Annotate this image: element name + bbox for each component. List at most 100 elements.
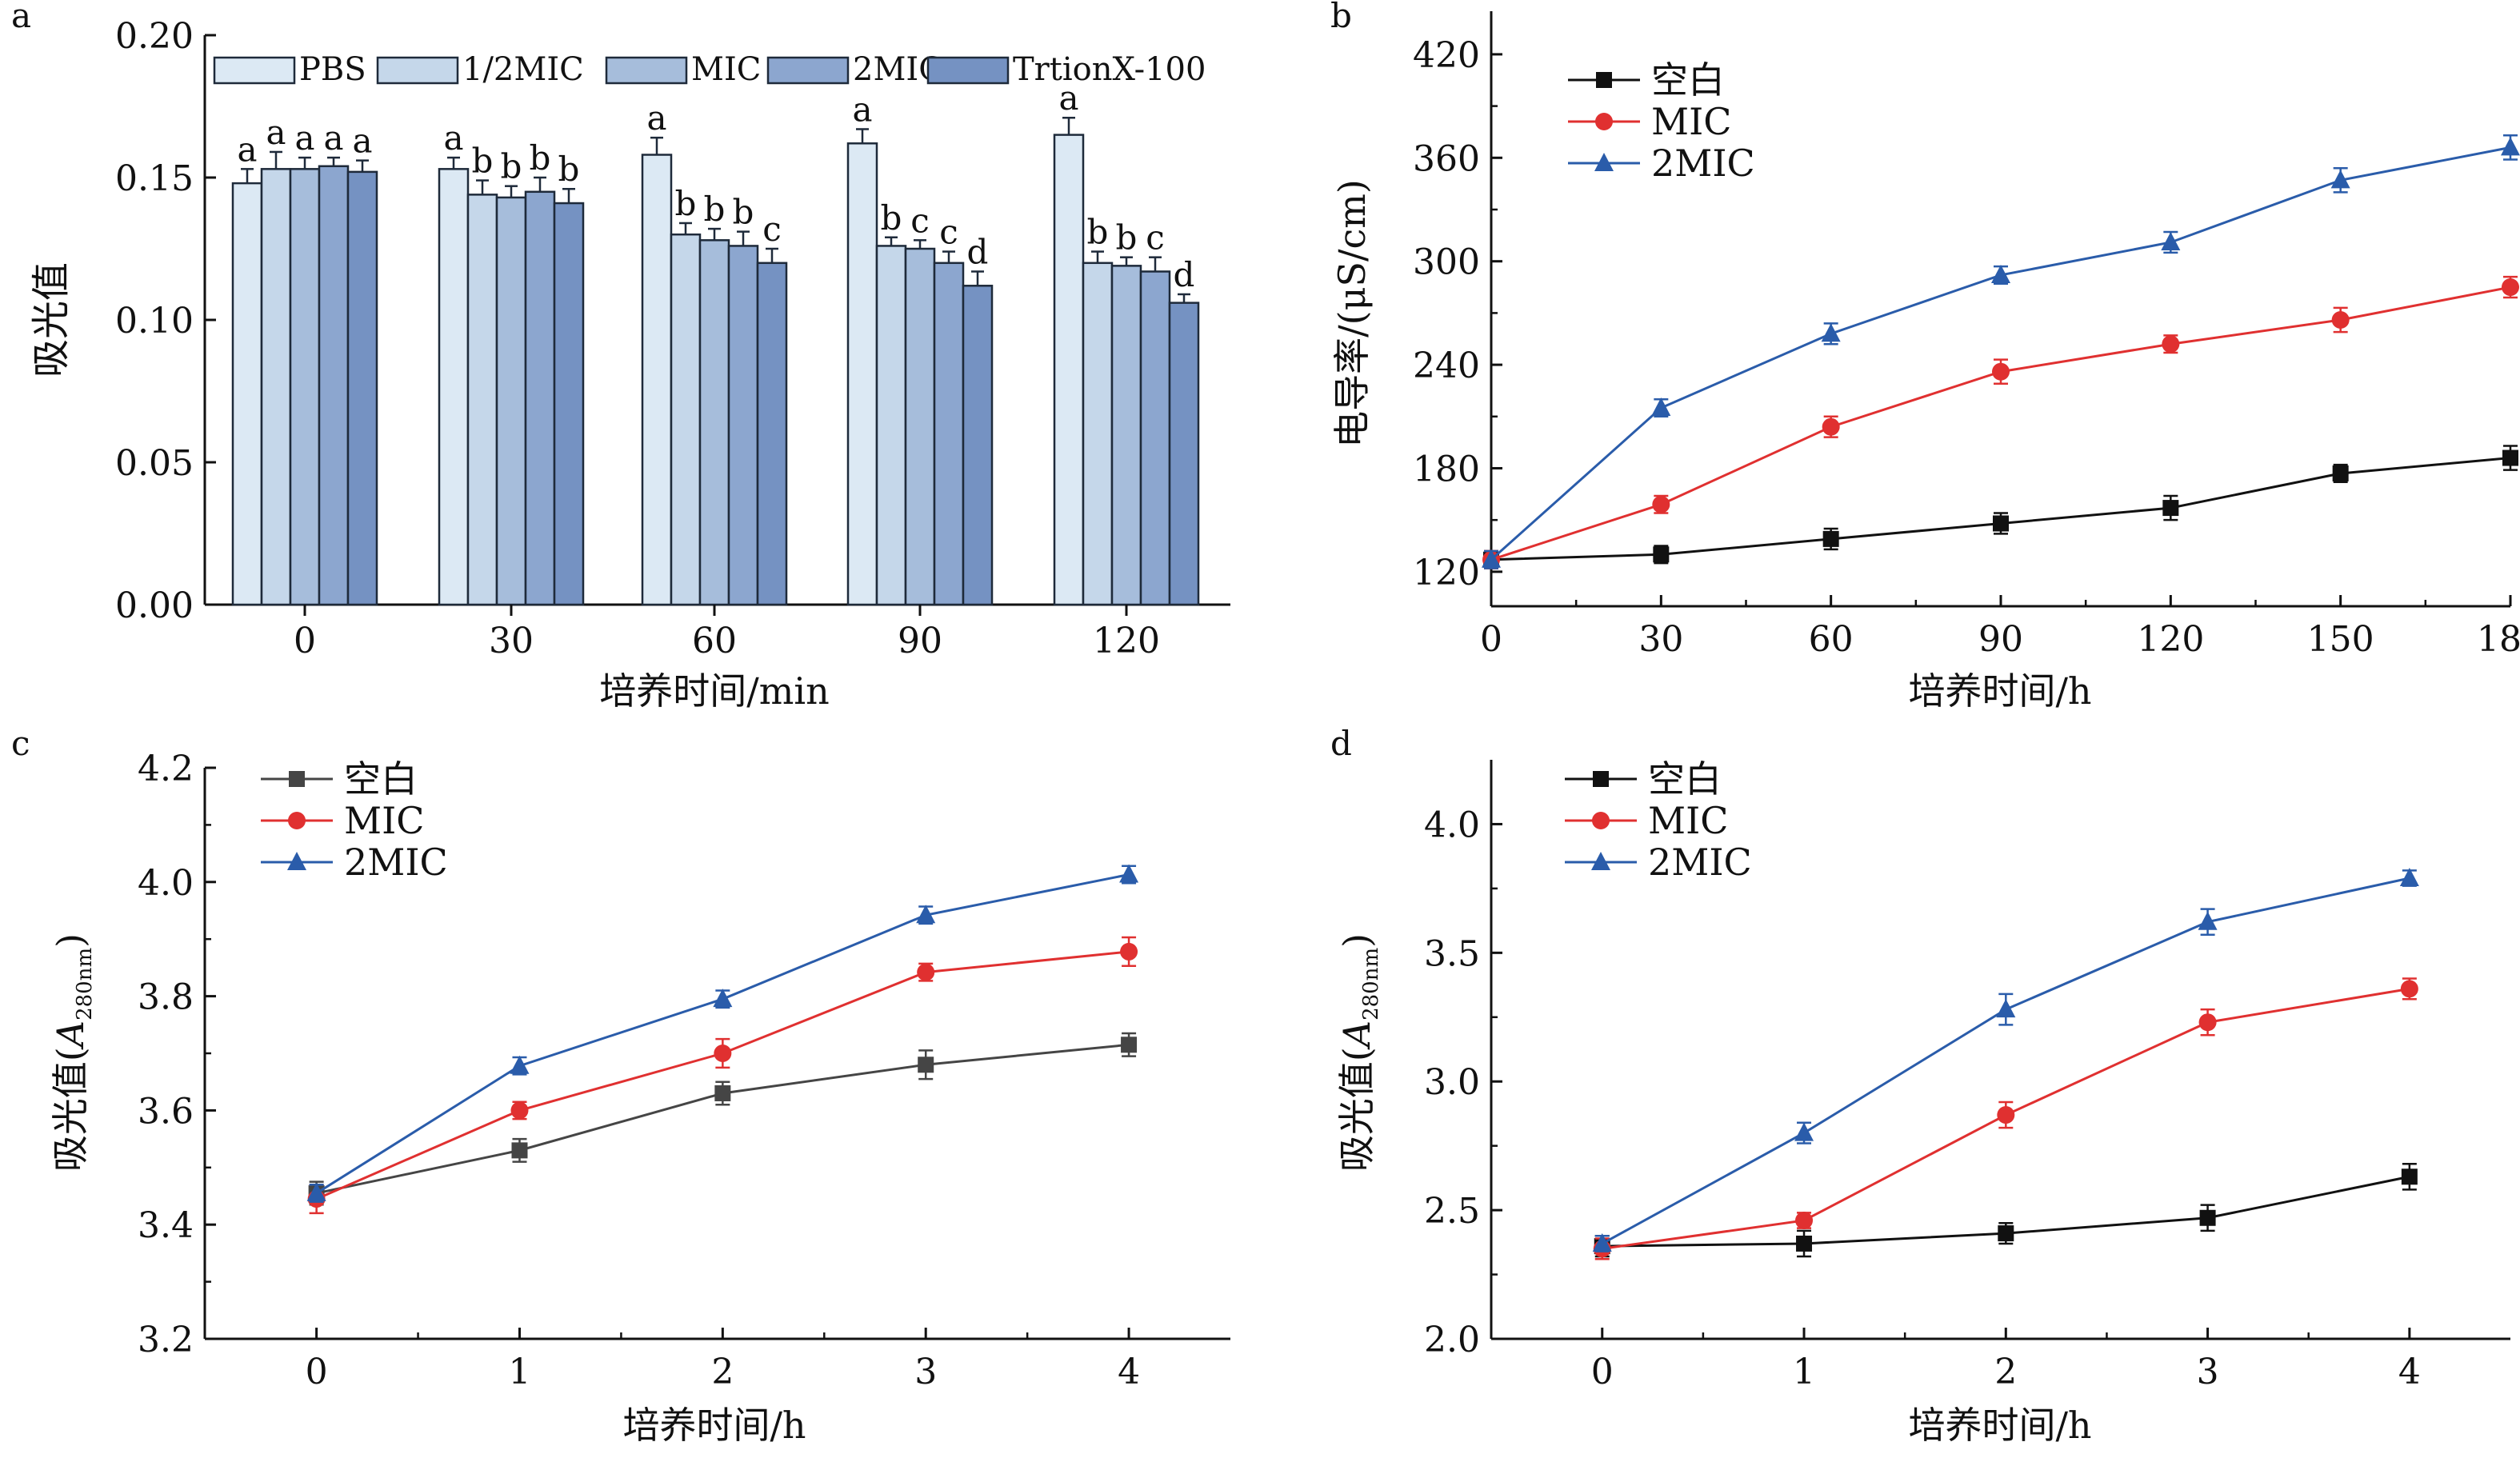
legend-label: 2MIC — [1648, 841, 1752, 884]
x-tick-label: 120 — [1093, 621, 1160, 661]
x-tick-label: 3 — [2197, 1352, 2219, 1392]
significance-letter: a — [1058, 78, 1078, 118]
legend-marker — [1591, 852, 1610, 870]
data-point — [2199, 1209, 2216, 1226]
panel-c-series — [306, 864, 1139, 1215]
y-tick-label: 4.0 — [138, 863, 194, 904]
panel-a-x-ticks: 0 30 60 90 120 — [294, 605, 1160, 661]
data-point — [1592, 1232, 1612, 1252]
legend-marker — [1593, 771, 1609, 787]
bar — [231, 182, 263, 606]
panel-d-label: d — [1330, 724, 1352, 763]
legend-label: MIC — [1648, 799, 1728, 842]
y-tick-label: 3.2 — [138, 1320, 194, 1360]
bar — [438, 168, 470, 606]
significance-letter: b — [1116, 218, 1138, 258]
significance-letter: a — [646, 98, 666, 138]
series-triangle — [1592, 868, 2419, 1252]
x-tick-label: 0 — [306, 1352, 328, 1392]
bar — [641, 154, 673, 606]
bar — [1082, 262, 1114, 606]
panel-b-y-axis-label: 电导率/(μS/cm) — [1330, 179, 1374, 448]
panel-c-x-axis-label: 培养时间/h — [622, 1404, 806, 1447]
data-point — [2330, 170, 2350, 189]
data-point — [2400, 980, 2418, 998]
bar — [553, 202, 585, 606]
panel-c-y-label-close: ) — [49, 933, 92, 948]
legend-marker — [289, 771, 305, 787]
data-point — [1796, 1235, 1813, 1252]
y-tick-label: 0.20 — [115, 16, 194, 57]
legend-label: MIC — [344, 799, 424, 842]
series-square — [308, 1032, 1138, 1206]
x-tick-label: 60 — [692, 621, 737, 661]
panel-b-x-ticks: 0 30 60 90 120 150 180 — [1480, 595, 2520, 660]
y-tick-label: 0.05 — [115, 443, 194, 484]
y-tick-label: 0.10 — [115, 301, 194, 342]
bar — [1168, 302, 1200, 606]
legend-label: MIC — [691, 51, 761, 88]
panel-c-x-ticks: 0 1 2 3 4 — [306, 1328, 1140, 1392]
panel-d-y-label-sub: 280nm — [1359, 948, 1383, 1021]
significance-letter: b — [675, 184, 697, 223]
data-point — [510, 1101, 529, 1120]
data-point — [1794, 1122, 1814, 1141]
bar — [346, 170, 378, 606]
data-point — [918, 1057, 934, 1073]
panel-b-y-ticks: 120 180 240 300 360 420 — [1413, 35, 1502, 593]
panel-d-y-label-close: ) — [1335, 933, 1378, 948]
panel-c-y-axis-label: 吸光值(A280nm) — [49, 933, 97, 1172]
significance-letter: b — [472, 142, 494, 181]
y-tick-label: 420 — [1413, 35, 1480, 76]
legend-label: TrtionX-100 — [1013, 51, 1206, 88]
data-point — [714, 1045, 732, 1062]
significance-letter: d — [1174, 255, 1195, 294]
data-point — [1795, 1211, 1814, 1229]
x-tick-label: 30 — [489, 621, 534, 661]
series-square — [1594, 1162, 2418, 1258]
y-tick-label: 2.5 — [1424, 1191, 1480, 1232]
bar — [698, 239, 730, 606]
data-point — [916, 905, 936, 924]
panel-d-y-label-var: A — [1335, 1021, 1378, 1050]
y-tick-label: 180 — [1413, 449, 1480, 489]
data-point — [1822, 530, 1839, 547]
panel-a-y-axis-label: 吸光值 — [29, 262, 74, 377]
panel-d-series — [1592, 868, 2419, 1260]
panel-c-y-label-var: A — [49, 1021, 92, 1050]
data-point — [2332, 465, 2349, 481]
series-triangle — [306, 864, 1139, 1203]
x-tick-label: 2 — [1994, 1352, 2017, 1392]
data-point — [2501, 137, 2520, 156]
legend-marker — [1594, 153, 1614, 171]
x-tick-label: 0 — [1480, 619, 1502, 660]
data-point — [1991, 264, 2010, 283]
legend-label: 空白 — [1648, 757, 1722, 801]
panel-a-legend: PBS 1/2MIC MIC 2MIC TrtionX-100 — [213, 51, 1206, 88]
data-point — [2162, 335, 2180, 354]
data-point — [1993, 515, 2009, 532]
y-tick-label: 3.5 — [1424, 933, 1480, 974]
significance-letter: a — [323, 118, 343, 158]
panel-c-y-label-sub: 280nm — [73, 948, 97, 1021]
panel-a-x-axis-label: 培养时间/min — [599, 669, 829, 713]
data-point — [306, 1182, 326, 1201]
data-point — [2198, 911, 2218, 930]
y-tick-label: 0.15 — [115, 158, 194, 199]
data-point — [1121, 1037, 1138, 1053]
data-point — [2502, 449, 2518, 466]
legend-marker — [1595, 113, 1613, 130]
significance-letter: b — [501, 147, 522, 186]
series-line — [1490, 146, 2511, 561]
data-point — [2161, 231, 2181, 250]
y-tick-label: 2.0 — [1424, 1320, 1480, 1360]
data-point — [1652, 495, 1670, 513]
significance-letter: b — [733, 193, 754, 232]
